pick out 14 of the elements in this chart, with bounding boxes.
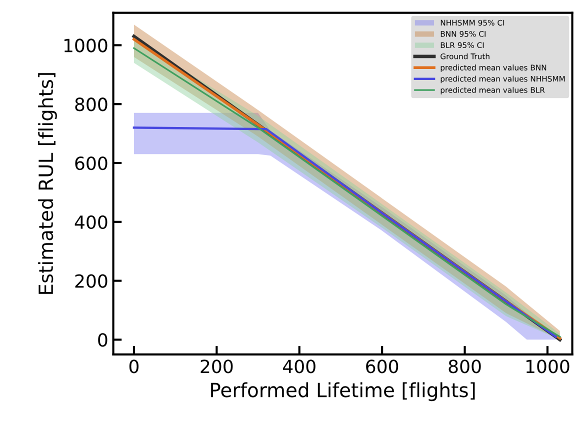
x-tick-label: 200	[200, 360, 233, 374]
y-tick-label: 1000	[64, 38, 108, 52]
x-tick-label: 800	[448, 360, 481, 374]
x-tick-label: 600	[366, 360, 398, 374]
y-tick-label: 400	[74, 215, 108, 230]
y-tick-label: 0	[98, 333, 108, 347]
x-tick-label: 1000	[526, 360, 570, 374]
x-axis-title: Performed Lifetime [flights]	[211, 382, 475, 402]
y-axis-title: Estimated RUL [flights]	[38, 73, 57, 294]
y-tick-label: 600	[75, 156, 108, 170]
y-tick-label: 800	[75, 98, 108, 112]
x-tick-label: 400	[283, 360, 316, 374]
x-tick-label: 0	[129, 360, 139, 374]
y-tick-label: 200	[75, 274, 108, 288]
